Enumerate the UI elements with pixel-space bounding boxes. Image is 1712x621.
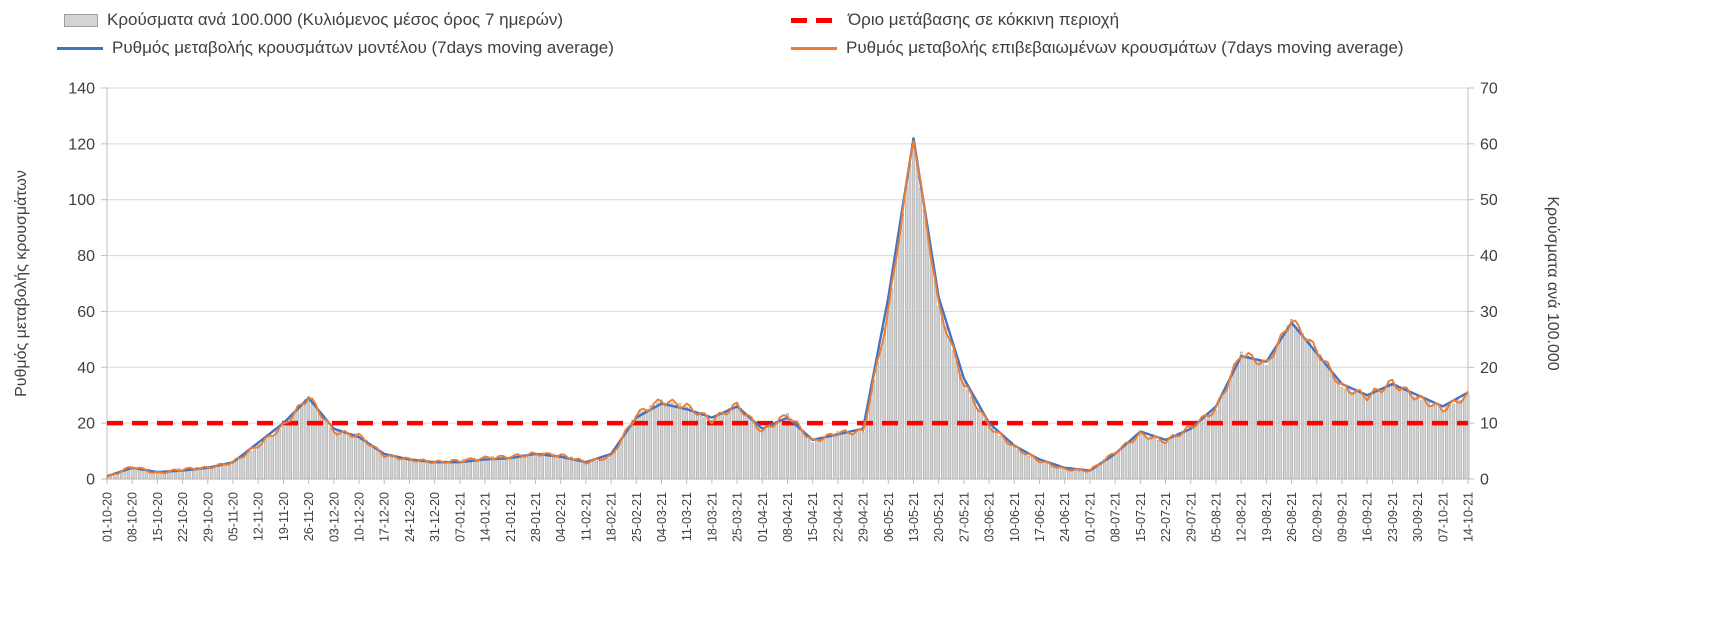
svg-text:11-03-21: 11-03-21 — [680, 492, 694, 541]
legend-label-model-line: Ρυθμός μεταβολής κρουσμάτων μοντέλου (7d… — [112, 38, 614, 57]
legend-label-confirmed-line: Ρυθμός μεταβολής επιβεβαιωμένων κρουσμάτ… — [846, 38, 1404, 57]
svg-text:01-07-21: 01-07-21 — [1083, 492, 1097, 542]
svg-text:09-09-21: 09-09-21 — [1335, 492, 1349, 542]
svg-text:25-03-21: 25-03-21 — [731, 492, 745, 542]
svg-text:31-12-20: 31-12-20 — [428, 492, 442, 542]
svg-text:100: 100 — [68, 192, 95, 209]
svg-text:10: 10 — [1480, 416, 1498, 433]
svg-text:60: 60 — [1480, 136, 1498, 153]
svg-text:08-07-21: 08-07-21 — [1109, 492, 1123, 542]
svg-text:18-03-21: 18-03-21 — [705, 492, 719, 542]
svg-text:17-12-20: 17-12-20 — [378, 492, 392, 542]
legend-item-confirmed-line: Ρυθμός μεταβολής επιβεβαιωμένων κρουσμάτ… — [791, 38, 1404, 58]
svg-text:28-01-21: 28-01-21 — [529, 492, 543, 542]
svg-text:30: 30 — [1480, 304, 1498, 321]
svg-text:29-07-21: 29-07-21 — [1184, 492, 1198, 542]
svg-text:22-10-20: 22-10-20 — [176, 492, 190, 542]
svg-text:01-04-21: 01-04-21 — [756, 492, 770, 542]
svg-text:15-10-20: 15-10-20 — [151, 492, 165, 542]
svg-text:26-11-20: 26-11-20 — [302, 492, 316, 541]
bar-series-marker — [64, 13, 98, 27]
confirmed-line-marker — [791, 46, 837, 50]
svg-text:30-09-21: 30-09-21 — [1411, 492, 1425, 542]
svg-text:10-06-21: 10-06-21 — [1008, 492, 1022, 542]
svg-text:20-05-21: 20-05-21 — [932, 492, 946, 542]
svg-text:27-05-21: 27-05-21 — [957, 492, 971, 542]
svg-text:03-06-21: 03-06-21 — [983, 492, 997, 542]
chart-legend: Κρούσματα ανά 100.000 (Κυλιόμενος μέσος … — [0, 0, 1712, 80]
svg-text:15-04-21: 15-04-21 — [806, 492, 820, 542]
svg-text:12-11-20: 12-11-20 — [252, 492, 266, 541]
svg-text:04-02-21: 04-02-21 — [554, 492, 568, 542]
legend-label-threshold: Όριο μετάβασης σε κόκκινη περιοχή — [848, 10, 1120, 29]
legend-item-threshold: Όριο μετάβασης σε κόκκινη περιοχή — [791, 10, 1119, 30]
svg-text:80: 80 — [77, 248, 95, 265]
svg-text:70: 70 — [1480, 81, 1498, 98]
axis-titles: Ρυθμός μεταβολής κρουσμάτων Κρούσματα ανά… — [13, 170, 1561, 397]
svg-text:23-09-21: 23-09-21 — [1386, 492, 1400, 542]
confirmed-line — [106, 139, 1469, 479]
svg-text:19-08-21: 19-08-21 — [1260, 492, 1274, 542]
x-axis-labels: 01-10-20 08-10-20 15-10-20 22-10-20 29-10-20… — [101, 492, 1476, 542]
svg-text:08-04-21: 08-04-21 — [781, 492, 795, 542]
svg-text:10-12-20: 10-12-20 — [353, 492, 367, 542]
svg-text:25-02-21: 25-02-21 — [630, 492, 644, 542]
svg-text:21-01-21: 21-01-21 — [504, 492, 518, 542]
svg-text:40: 40 — [77, 360, 95, 377]
svg-text:22-07-21: 22-07-21 — [1159, 492, 1173, 542]
svg-text:05-11-20: 05-11-20 — [227, 492, 241, 541]
svg-text:29-04-21: 29-04-21 — [857, 492, 871, 542]
svg-text:01-10-20: 01-10-20 — [101, 492, 115, 542]
svg-text:07-10-21: 07-10-21 — [1436, 492, 1450, 542]
legend-item-model-line: Ρυθμός μεταβολής κρουσμάτων μοντέλου (7d… — [57, 38, 614, 58]
svg-text:24-12-20: 24-12-20 — [403, 492, 417, 542]
svg-text:22-04-21: 22-04-21 — [831, 492, 845, 542]
svg-text:20: 20 — [77, 416, 95, 433]
svg-text:06-05-21: 06-05-21 — [882, 492, 896, 542]
svg-text:19-11-20: 19-11-20 — [277, 492, 291, 541]
svg-text:14-10-21: 14-10-21 — [1462, 492, 1476, 542]
svg-text:29-10-20: 29-10-20 — [201, 492, 215, 542]
svg-text:13-05-21: 13-05-21 — [907, 492, 921, 542]
svg-text:03-12-20: 03-12-20 — [327, 492, 341, 542]
svg-text:20: 20 — [1480, 360, 1498, 377]
svg-text:Ρυθμός μεταβολής κρουσμάτων: Ρυθμός μεταβολής κρουσμάτων — [13, 170, 30, 397]
svg-text:60: 60 — [77, 304, 95, 321]
model-line-marker — [57, 46, 103, 50]
right-axis-labels: 0 10 20 30 40 50 60 70 — [1480, 81, 1498, 489]
svg-text:16-09-21: 16-09-21 — [1361, 492, 1375, 542]
legend-label-cases-bars: Κρούσματα ανά 100.000 (Κυλιόμενος μέσος … — [107, 10, 564, 29]
svg-text:12-08-21: 12-08-21 — [1235, 492, 1249, 542]
svg-text:07-01-21: 07-01-21 — [453, 492, 467, 542]
legend-item-cases-bars: Κρούσματα ανά 100.000 (Κυλιόμενος μέσος … — [64, 10, 563, 30]
svg-text:40: 40 — [1480, 248, 1498, 265]
svg-text:Κρούσματα ανά 100.000: Κρούσματα ανά 100.000 — [1544, 196, 1561, 370]
svg-text:18-02-21: 18-02-21 — [605, 492, 619, 542]
svg-text:05-08-21: 05-08-21 — [1209, 492, 1223, 542]
left-axis-labels: 0 20 40 60 80 100 120 140 — [68, 81, 95, 489]
svg-text:140: 140 — [68, 81, 95, 98]
svg-text:08-10-20: 08-10-20 — [126, 492, 140, 542]
svg-text:11-02-21: 11-02-21 — [579, 492, 593, 541]
svg-text:50: 50 — [1480, 192, 1498, 209]
svg-text:14-01-21: 14-01-21 — [479, 492, 493, 542]
svg-text:17-06-21: 17-06-21 — [1033, 492, 1047, 542]
svg-text:15-07-21: 15-07-21 — [1134, 492, 1148, 542]
svg-text:0: 0 — [86, 472, 95, 489]
svg-text:04-03-21: 04-03-21 — [655, 492, 669, 542]
svg-text:120: 120 — [68, 136, 95, 153]
svg-text:0: 0 — [1480, 472, 1489, 489]
svg-text:02-09-21: 02-09-21 — [1310, 492, 1324, 542]
svg-text:26-08-21: 26-08-21 — [1285, 492, 1299, 542]
svg-text:24-06-21: 24-06-21 — [1058, 492, 1072, 542]
threshold-marker — [791, 17, 839, 23]
